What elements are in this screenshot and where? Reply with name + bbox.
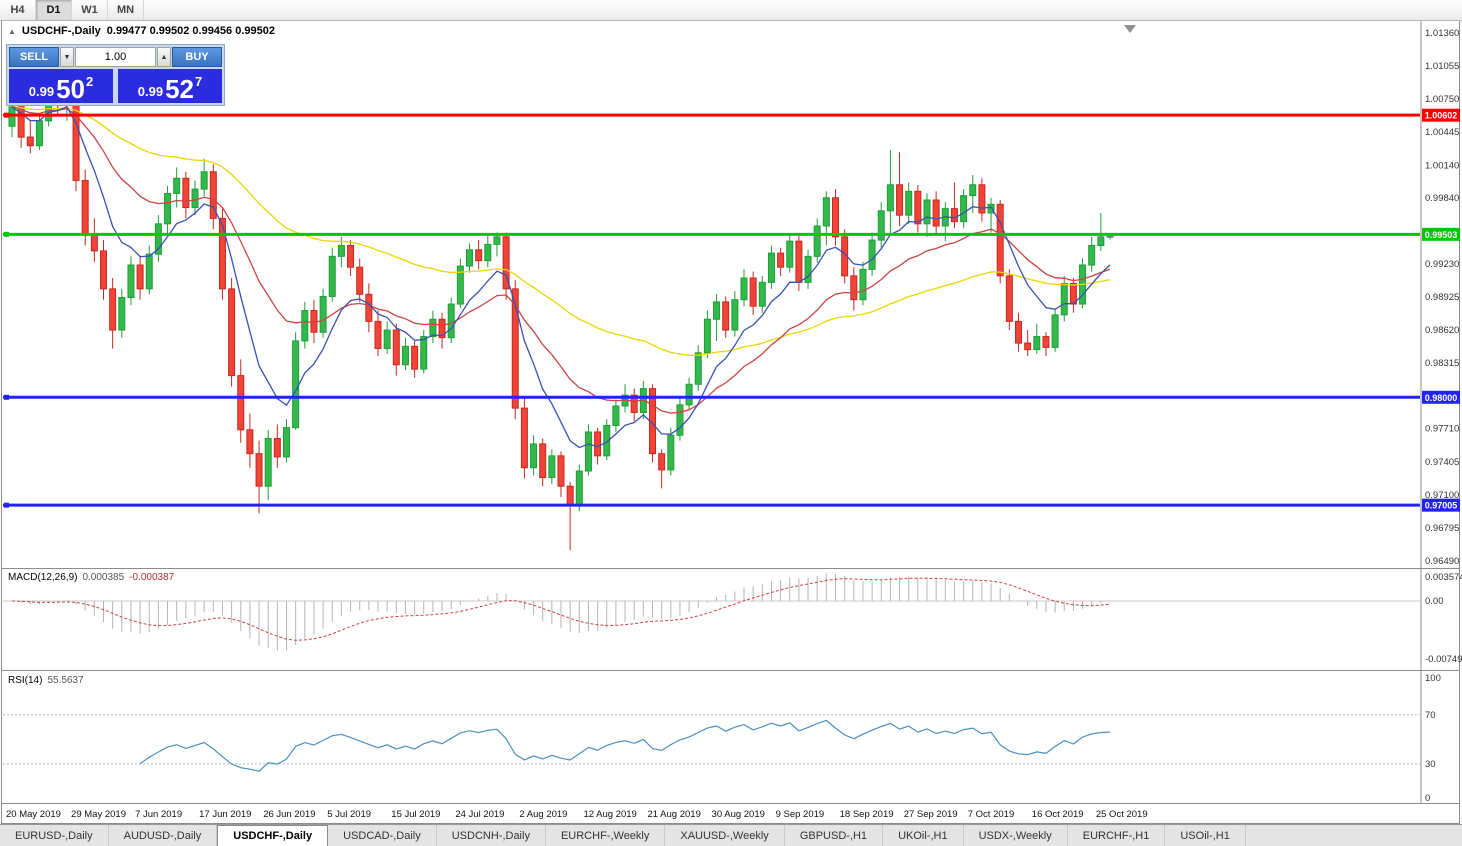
svg-text:30: 30 (1425, 759, 1436, 770)
timeframe-h4-button[interactable]: H4 (0, 0, 36, 20)
svg-text:7 Oct 2019: 7 Oct 2019 (968, 809, 1014, 820)
svg-text:0.96795: 0.96795 (1425, 523, 1459, 534)
svg-text:5 Jul 2019: 5 Jul 2019 (327, 809, 371, 820)
svg-text:1.01360: 1.01360 (1425, 28, 1459, 39)
svg-text:24 Jul 2019: 24 Jul 2019 (455, 809, 504, 820)
timeframe-d1-button[interactable]: D1 (36, 0, 72, 20)
svg-text:0.97405: 0.97405 (1425, 457, 1459, 468)
volume-increase-icon[interactable]: ▲ (157, 47, 171, 67)
rsi-title: RSI(14) (8, 675, 43, 686)
svg-text:0.99840: 0.99840 (1425, 193, 1459, 204)
timeframe-w1-button[interactable]: W1 (72, 0, 108, 20)
svg-text:2 Aug 2019: 2 Aug 2019 (519, 809, 567, 820)
rsi-value: 55.5637 (47, 675, 84, 686)
svg-text:100: 100 (1425, 673, 1441, 684)
svg-text:0.00: 0.00 (1425, 596, 1444, 607)
svg-text:0.99503: 0.99503 (1425, 230, 1458, 240)
svg-text:1.00750: 1.00750 (1425, 94, 1459, 105)
svg-text:16 Oct 2019: 16 Oct 2019 (1032, 809, 1084, 820)
svg-text:12 Aug 2019: 12 Aug 2019 (583, 809, 636, 820)
tab-gbpusd-h1[interactable]: GBPUSD-,H1 (785, 825, 884, 846)
buy-price-display[interactable]: 0.99 52 7 (118, 69, 222, 103)
svg-text:17 Jun 2019: 17 Jun 2019 (199, 809, 251, 820)
buy-button[interactable]: BUY (172, 47, 222, 67)
tab-eurchf-h1[interactable]: EURCHF-,H1 (1068, 825, 1166, 846)
svg-text:20 May 2019: 20 May 2019 (6, 809, 61, 820)
svg-text:0.99230: 0.99230 (1425, 259, 1459, 270)
svg-text:1.01055: 1.01055 (1425, 61, 1459, 72)
symbol-direction-icon: ▲ (8, 26, 16, 36)
svg-text:0.98315: 0.98315 (1425, 358, 1459, 369)
chart-ohlc-values: 0.99477 0.99502 0.99456 0.99502 (106, 25, 275, 37)
svg-text:0.98925: 0.98925 (1425, 292, 1459, 303)
one-click-trading-panel: SELL ▼ 1.00 ▲ BUY 0.99 50 2 0.99 52 7 (6, 44, 225, 106)
svg-text:0.98000: 0.98000 (1425, 393, 1458, 403)
buy-price-point: 7 (195, 74, 203, 89)
volume-decrease-icon[interactable]: ▼ (60, 47, 74, 67)
tab-audusd-daily[interactable]: AUDUSD-,Daily (109, 825, 218, 846)
buy-price-pips: 52 (165, 73, 194, 104)
svg-text:26 Jun 2019: 26 Jun 2019 (263, 809, 315, 820)
tab-usdx-weekly[interactable]: USDX-,Weekly (964, 825, 1068, 846)
tab-ukoil-h1[interactable]: UKOil-,H1 (883, 825, 964, 846)
macd-title: MACD(12,26,9) (8, 572, 78, 583)
timeframe-mn-button[interactable]: MN (108, 0, 144, 20)
svg-text:0.96490: 0.96490 (1425, 556, 1459, 567)
svg-text:9 Sep 2019: 9 Sep 2019 (776, 809, 825, 820)
svg-text:1.00445: 1.00445 (1425, 127, 1459, 138)
sell-price-prefix: 0.99 (28, 84, 55, 99)
tab-usoil-h1[interactable]: USOil-,H1 (1165, 825, 1246, 846)
svg-text:0.97100: 0.97100 (1425, 490, 1459, 501)
macd-label: MACD(12,26,9) 0.000385 -0.000387 (8, 572, 174, 583)
tab-usdcad-daily[interactable]: USDCAD-,Daily (328, 825, 437, 846)
buy-price-prefix: 0.99 (137, 84, 164, 99)
chart-tabbar: EURUSD-,Daily AUDUSD-,Daily USDCHF-,Dail… (0, 824, 1462, 846)
svg-text:0.98620: 0.98620 (1425, 325, 1459, 336)
chart-title-bar: ▲ USDCHF-,Daily 0.99477 0.99502 0.99456 … (8, 25, 275, 37)
svg-text:15 Jul 2019: 15 Jul 2019 (391, 809, 440, 820)
chart-shift-marker (1124, 25, 1136, 33)
svg-text:1.00140: 1.00140 (1425, 160, 1459, 171)
svg-text:7 Jun 2019: 7 Jun 2019 (135, 809, 182, 820)
svg-text:30 Aug 2019: 30 Aug 2019 (712, 809, 765, 820)
svg-text:70: 70 (1425, 710, 1436, 721)
svg-text:18 Sep 2019: 18 Sep 2019 (840, 809, 894, 820)
sell-price-point: 2 (86, 74, 94, 89)
sell-button[interactable]: SELL (9, 47, 59, 67)
timeframe-toolbar: H4 D1 W1 MN (0, 0, 1462, 21)
tab-eurchf-weekly[interactable]: EURCHF-,Weekly (546, 825, 666, 846)
volume-input[interactable]: 1.00 (75, 47, 156, 67)
svg-text:0.003574: 0.003574 (1425, 572, 1462, 583)
svg-text:0.97710: 0.97710 (1425, 424, 1459, 435)
svg-text:1.00602: 1.00602 (1425, 111, 1458, 121)
macd-signal-value: -0.000387 (129, 572, 175, 583)
sell-price-display[interactable]: 0.99 50 2 (9, 69, 113, 103)
svg-text:0: 0 (1425, 793, 1430, 804)
macd-main-value: 0.000385 (82, 572, 125, 583)
tab-usdchf-daily[interactable]: USDCHF-,Daily (217, 825, 329, 846)
sell-price-pips: 50 (56, 73, 85, 104)
tab-eurusd-daily[interactable]: EURUSD-,Daily (0, 825, 109, 846)
svg-text:-0.00749: -0.00749 (1425, 654, 1462, 665)
svg-text:27 Sep 2019: 27 Sep 2019 (904, 809, 958, 820)
rsi-label: RSI(14) 55.5637 (8, 675, 84, 686)
svg-text:0.97005: 0.97005 (1425, 501, 1458, 511)
tab-usdcnh-daily[interactable]: USDCNH-,Daily (437, 825, 546, 846)
svg-text:25 Oct 2019: 25 Oct 2019 (1096, 809, 1148, 820)
svg-text:29 May 2019: 29 May 2019 (71, 809, 126, 820)
tab-xauusd-weekly[interactable]: XAUUSD-,Weekly (665, 825, 785, 846)
svg-text:21 Aug 2019: 21 Aug 2019 (648, 809, 701, 820)
chart-symbol-title: USDCHF-,Daily (21, 25, 101, 37)
